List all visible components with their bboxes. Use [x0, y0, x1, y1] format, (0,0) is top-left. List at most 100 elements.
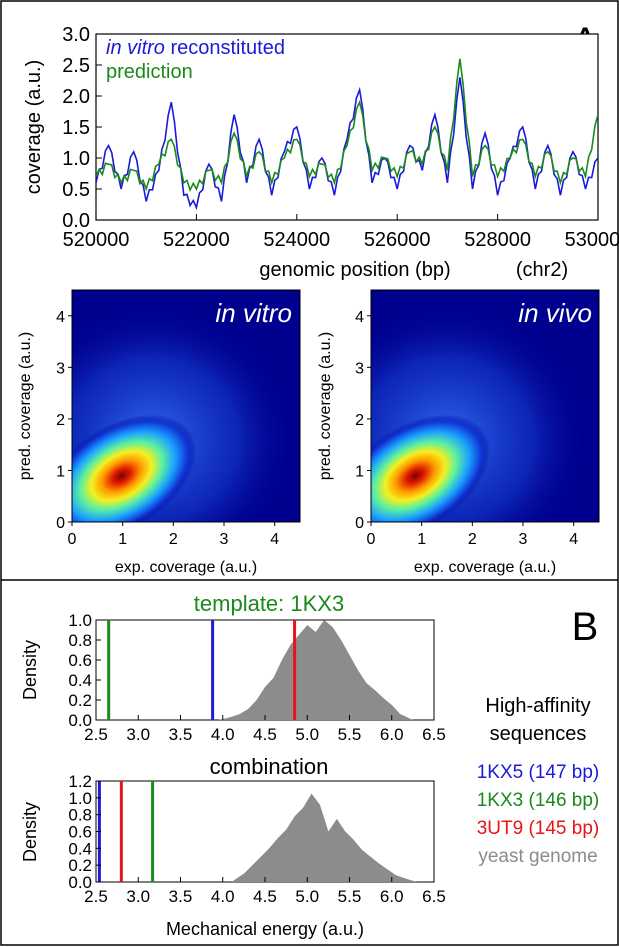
legend-in-vitro-rest: reconstituted	[165, 37, 285, 59]
coverage-y-ticks: 0.0 0.5 1.0 1.5 2.0 2.5 3.0	[62, 24, 102, 232]
heatmap-in-vitro-x-ticks: 0 1 2 3 4	[68, 522, 279, 548]
heatmap-in-vivo-y-ticks: 0 1 2 3 4	[355, 309, 371, 532]
coverage-x-label: genomic position (bp)	[259, 259, 450, 281]
series-line-prediction	[96, 58, 598, 193]
legend-b-item-1kx3: 1KX3 (146 bp)	[477, 790, 600, 811]
coverage-x-tick-label: 528000	[464, 229, 531, 251]
density-template-x-ticks: 2.5 3.0 3.5 4.0 4.5 5.0 5.5 6.0 6.5	[84, 715, 446, 744]
density-template-vlines	[107, 620, 297, 720]
density-y-tick-label: 0.2	[68, 856, 92, 875]
density-x-tick-label: 6.0	[380, 887, 404, 906]
coverage-x-tick-label: 530000	[565, 229, 619, 251]
heatmap-x-tick-label: 0	[68, 531, 77, 548]
panel-label-b: B	[572, 605, 599, 649]
density-x-tick-label: 4.0	[211, 725, 235, 744]
heatmap-in-vitro-frame	[71, 289, 301, 523]
series-line-in-vitro	[96, 77, 598, 211]
density-x-tick-label: 3.5	[169, 725, 193, 744]
heatmap-y-tick-label: 1	[355, 463, 364, 480]
legend-b-item-3ut9: 3UT9 (145 bp)	[477, 818, 600, 839]
density-y-tick-label: 0.4	[68, 671, 92, 690]
heatmap-y-tick-label: 3	[56, 360, 65, 377]
density-y-tick-label: 0.6	[68, 823, 92, 842]
density-x-tick-label: 4.5	[253, 887, 277, 906]
heatmap-in-vitro-y-ticks: 0 1 2 3 4	[56, 309, 72, 532]
heatmap-x-tick-label: 2	[169, 531, 178, 548]
density-x-tick-label: 5.0	[295, 725, 319, 744]
density-x-tick-label: 3.5	[169, 887, 193, 906]
density-x-tick-label: 2.5	[84, 887, 108, 906]
legend-b-item-yeast-genome: yeast genome	[478, 846, 597, 867]
heatmap-y-tick-label: 4	[355, 309, 364, 326]
density-y-tick-label: 0.0	[68, 711, 92, 730]
coverage-x-tick-label: 526000	[364, 229, 431, 251]
heatmap-x-tick-label: 1	[417, 531, 426, 548]
heatmap-in-vivo: in vivo 0 1 2 3 4 0 1 2 3 4 exp. coverage (a.u.)…	[317, 289, 600, 576]
density-template-1kx3: template: 1KX3 0.00.20.40.60.81.0 2.5 3.0…	[20, 591, 446, 744]
density-y-tick-label: 0.0	[68, 873, 92, 892]
density-x-tick-label: 5.0	[295, 887, 319, 906]
density-combination-y-label: Density	[20, 802, 40, 862]
heatmap-x-tick-label: 4	[569, 531, 578, 548]
density-template-y-ticks: 0.00.20.40.60.81.0	[68, 611, 101, 730]
density-x-tick-label: 4.0	[211, 887, 235, 906]
density-y-tick-label: 1.2	[68, 772, 92, 791]
heatmap-y-tick-label: 2	[355, 412, 364, 429]
density-y-tick-label: 0.2	[68, 691, 92, 710]
density-combination-x-label: Mechanical energy (a.u.)	[166, 919, 364, 939]
coverage-y-tick-label: 2.0	[62, 86, 90, 108]
density-template-genome-area	[218, 620, 413, 720]
density-y-tick-label: 0.6	[68, 651, 92, 670]
density-combination-title: combination	[210, 754, 329, 779]
coverage-y-tick-label: 0.5	[62, 179, 90, 201]
density-x-tick-label: 6.5	[422, 725, 446, 744]
heatmap-y-tick-label: 0	[56, 515, 65, 532]
density-combination-y-ticks: 0.00.20.40.60.81.01.2	[68, 772, 101, 892]
heatmap-y-tick-label: 2	[56, 412, 65, 429]
density-y-tick-label: 1.0	[68, 611, 92, 630]
density-y-tick-label: 0.8	[68, 806, 92, 825]
legend-b: High-affinity sequences 1KX5 (147 bp) 1K…	[477, 695, 600, 867]
legend-b-title-1: High-affinity	[485, 695, 590, 717]
density-y-tick-label: 0.4	[68, 839, 92, 858]
heatmap-x-tick-label: 1	[118, 531, 127, 548]
coverage-track-chart: 0.0 0.5 1.0 1.5 2.0 2.5 3.0 520000 522000 524000…	[23, 24, 619, 281]
heatmap-in-vitro: in vitro 0 1 2 3 4 0 1 2 3 4 exp. coverage (a.u.…	[17, 289, 301, 576]
density-x-tick-label: 6.0	[380, 725, 404, 744]
density-x-tick-label: 6.5	[422, 887, 446, 906]
heatmap-in-vitro-core	[72, 414, 197, 522]
heatmap-in-vitro-title: in vitro	[215, 298, 292, 328]
legend-in-vitro-italic: in vitro	[106, 37, 165, 59]
coverage-y-tick-label: 2.5	[62, 55, 90, 77]
coverage-x-tick-label: 520000	[63, 229, 130, 251]
density-combination: combination 0.00.20.40.60.81.01.2 2.5 3.0…	[20, 754, 446, 939]
heatmap-x-tick-label: 2	[468, 531, 477, 548]
legend-b-title-2: sequences	[490, 723, 587, 745]
density-combination-x-ticks: 2.5 3.0 3.5 4.0 4.5 5.0 5.5 6.0 6.5	[84, 877, 446, 906]
coverage-x-tick-label: 524000	[263, 229, 330, 251]
density-y-tick-label: 0.8	[68, 631, 92, 650]
coverage-x-tick-label: 522000	[163, 229, 230, 251]
density-x-tick-label: 5.5	[338, 725, 362, 744]
heatmap-x-tick-label: 3	[220, 531, 229, 548]
density-x-tick-label: 3.0	[126, 725, 150, 744]
legend-entry-in-vitro: in vitro reconstituted	[106, 37, 285, 59]
heatmap-in-vitro-x-label: exp. coverage (a.u.)	[115, 559, 257, 576]
heatmap-y-tick-label: 1	[56, 463, 65, 480]
heatmap-y-tick-label: 4	[56, 309, 65, 326]
heatmap-in-vivo-core	[371, 414, 491, 522]
heatmap-x-tick-label: 0	[367, 531, 376, 548]
coverage-plot-frame	[95, 33, 599, 221]
density-x-tick-label: 5.5	[338, 887, 362, 906]
heatmap-in-vivo-y-label: pred. coverage (a.u.)	[317, 332, 334, 481]
heatmap-y-tick-label: 3	[355, 360, 364, 377]
heatmap-in-vivo-title: in vivo	[518, 298, 592, 328]
heatmap-x-tick-label: 4	[270, 531, 279, 548]
heatmap-in-vivo-x-ticks: 0 1 2 3 4	[367, 522, 578, 548]
density-x-tick-label: 3.0	[126, 887, 150, 906]
density-x-tick-label: 2.5	[84, 725, 108, 744]
heatmap-in-vivo-x-label: exp. coverage (a.u.)	[414, 559, 556, 576]
legend-entry-prediction: prediction	[106, 61, 193, 83]
